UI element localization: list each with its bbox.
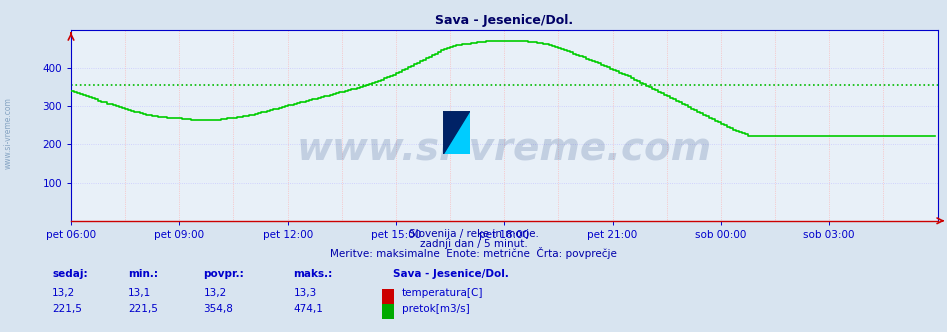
Text: 354,8: 354,8 [204,304,234,314]
Text: 13,2: 13,2 [204,288,227,298]
Text: www.si-vreme.com: www.si-vreme.com [4,97,13,169]
Polygon shape [443,111,470,154]
Text: min.:: min.: [128,269,158,279]
Text: 221,5: 221,5 [52,304,82,314]
Text: 13,3: 13,3 [294,288,317,298]
Text: www.si-vreme.com: www.si-vreme.com [296,129,712,167]
Text: 221,5: 221,5 [128,304,158,314]
Text: maks.:: maks.: [294,269,332,279]
Text: Slovenija / reke in morje.: Slovenija / reke in morje. [408,229,539,239]
Title: Sava - Jesenice/Dol.: Sava - Jesenice/Dol. [436,14,573,27]
Text: zadnji dan / 5 minut.: zadnji dan / 5 minut. [420,239,527,249]
Text: sedaj:: sedaj: [52,269,88,279]
Text: 13,1: 13,1 [128,288,152,298]
Text: Meritve: maksimalne  Enote: metrične  Črta: povprečje: Meritve: maksimalne Enote: metrične Črta… [331,247,616,259]
Text: 13,2: 13,2 [52,288,76,298]
Text: Sava - Jesenice/Dol.: Sava - Jesenice/Dol. [393,269,509,279]
Text: 474,1: 474,1 [294,304,324,314]
Text: pretok[m3/s]: pretok[m3/s] [402,304,470,314]
Polygon shape [443,111,470,154]
Polygon shape [443,111,470,154]
Text: temperatura[C]: temperatura[C] [402,288,483,298]
Text: povpr.:: povpr.: [204,269,244,279]
